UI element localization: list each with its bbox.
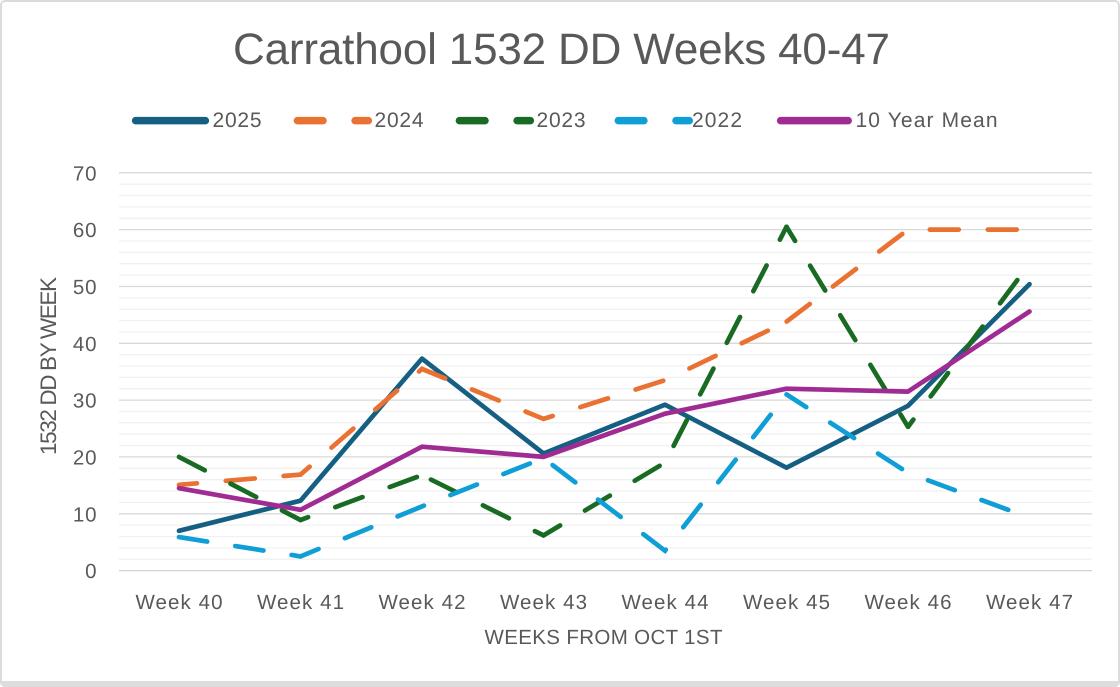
svg-text:50: 50: [73, 276, 97, 299]
svg-text:Week 42: Week 42: [379, 591, 466, 614]
svg-text:70: 70: [73, 162, 97, 185]
svg-text:10: 10: [73, 503, 97, 526]
svg-text:Week 41: Week 41: [257, 591, 344, 614]
svg-text:40: 40: [73, 333, 97, 356]
svg-text:30: 30: [73, 390, 97, 413]
svg-text:Carrathool 1532 DD Weeks 40-47: Carrathool 1532 DD Weeks 40-47: [233, 25, 890, 74]
svg-text:20: 20: [73, 447, 97, 470]
svg-text:10 Year Mean: 10 Year Mean: [856, 109, 998, 132]
svg-text:2023: 2023: [537, 109, 586, 132]
svg-text:Week 43: Week 43: [500, 591, 587, 614]
svg-text:Week 45: Week 45: [743, 591, 830, 614]
svg-text:Week 47: Week 47: [986, 591, 1073, 614]
svg-text:0: 0: [85, 560, 96, 583]
svg-text:1532 DD BY WEEK: 1532 DD BY WEEK: [36, 277, 61, 455]
svg-text:2025: 2025: [213, 109, 262, 132]
svg-text:2022: 2022: [692, 109, 742, 132]
svg-text:Week 40: Week 40: [136, 591, 223, 614]
svg-text:Week 46: Week 46: [865, 591, 952, 614]
svg-text:2024: 2024: [375, 109, 424, 132]
svg-text:WEEKS FROM OCT 1ST: WEEKS FROM OCT 1ST: [485, 626, 723, 649]
svg-text:Week 44: Week 44: [622, 591, 709, 614]
svg-text:60: 60: [73, 219, 97, 242]
